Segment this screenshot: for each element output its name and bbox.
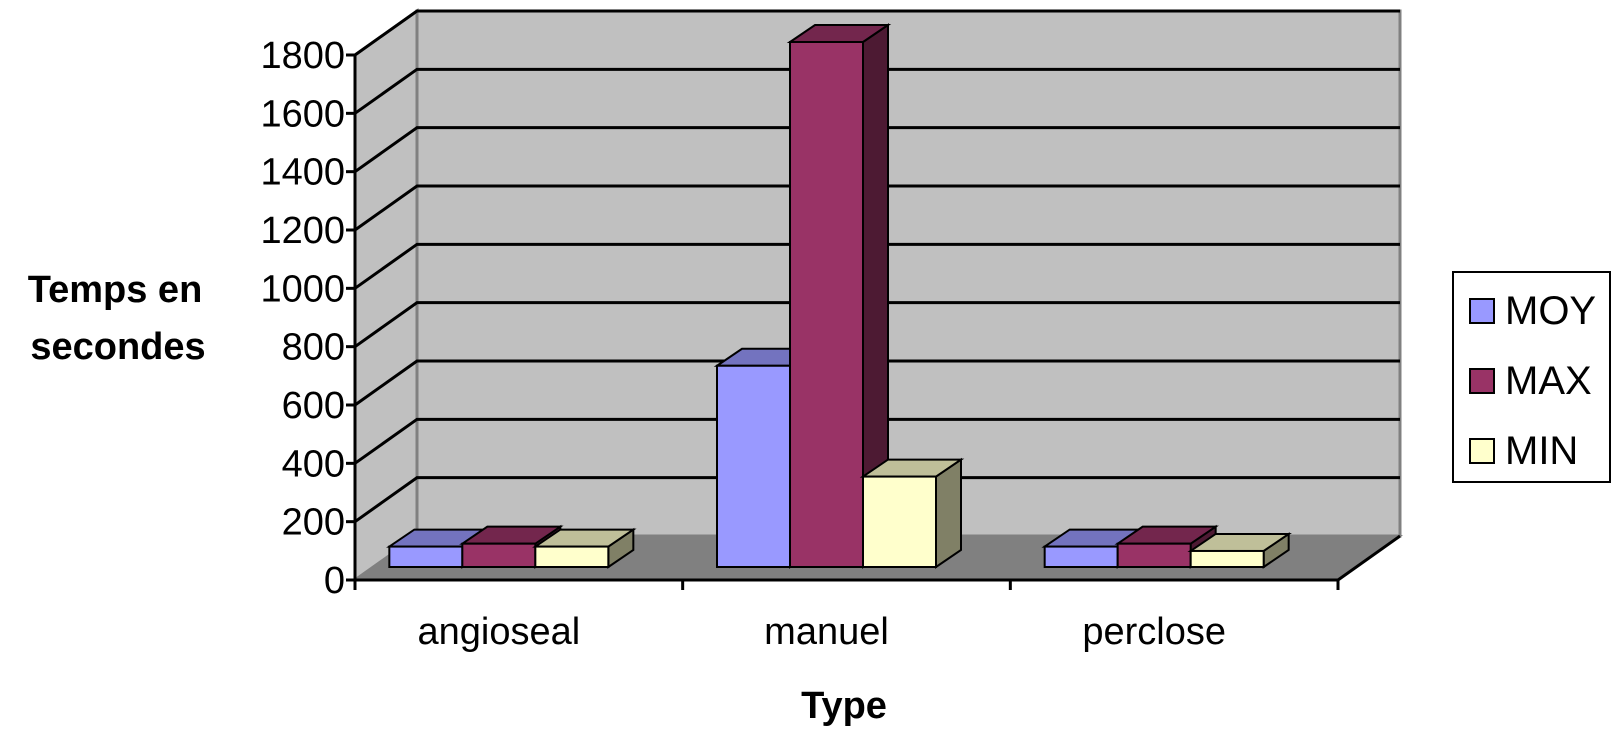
bar-min-perclose <box>1187 532 1292 569</box>
legend: MOY MAX MIN <box>1452 271 1611 483</box>
back-wall <box>415 9 1402 538</box>
legend-label-max: MAX <box>1505 359 1592 403</box>
y-axis-title-line-1: Temps en <box>28 269 203 311</box>
legend-swatch-moy <box>1469 298 1495 324</box>
y-tick-label: 1400 <box>260 152 345 194</box>
y-tick-label: 1800 <box>260 35 345 77</box>
y-axis-title-line-2: secondes <box>30 326 205 368</box>
x-axis-title: Type <box>801 685 887 727</box>
bar-front <box>862 475 937 569</box>
legend-swatch-min <box>1469 438 1495 464</box>
gridline <box>354 417 1400 465</box>
gridline <box>354 301 1400 348</box>
gridline <box>354 184 1400 232</box>
gridlines <box>354 9 1400 523</box>
bar-max-manuel <box>786 23 892 569</box>
bar-front <box>388 545 464 568</box>
axes <box>346 53 1401 590</box>
bar-front <box>716 364 791 568</box>
y-tick-label: 1200 <box>260 210 345 252</box>
bar-max-angioseal <box>459 524 564 569</box>
bar-side <box>935 457 962 569</box>
gridline <box>354 359 1400 407</box>
y-tick-label: 0 <box>324 560 345 602</box>
gridline <box>354 126 1400 173</box>
y-tick-labels: 0 200 400 600 800 1000 1200 1400 1600 1800 <box>260 35 345 602</box>
bar-min-manuel <box>859 457 965 569</box>
y-tick-label: 200 <box>282 502 345 544</box>
side-wall <box>353 8 419 583</box>
bar-front <box>1189 549 1265 568</box>
bar-front <box>534 545 610 568</box>
y-tick-label: 800 <box>282 327 345 369</box>
gridline <box>354 242 1400 290</box>
x-category-label: perclose <box>1082 611 1226 653</box>
legend-label-moy: MOY <box>1505 289 1596 333</box>
bar-front <box>789 41 864 568</box>
legend-label-min: MIN <box>1505 429 1578 473</box>
gridline <box>354 9 1400 57</box>
gridline <box>354 67 1400 115</box>
bar-front <box>1116 542 1192 569</box>
x-category-label: manuel <box>764 611 889 653</box>
y-tick-label: 1600 <box>260 93 345 135</box>
gridline <box>354 476 1400 523</box>
y-tick-label: 1000 <box>260 268 345 310</box>
bars <box>386 23 1292 569</box>
floor-edge <box>1337 534 1401 582</box>
x-category-labels: angioseal manuel perclose <box>417 611 1225 653</box>
bar-min-angioseal <box>532 527 637 569</box>
y-tick-label: 400 <box>282 443 345 485</box>
bar-front <box>461 542 537 569</box>
y-tick-label: 600 <box>282 385 345 427</box>
bar-front <box>1043 545 1119 568</box>
legend-swatch-max <box>1469 368 1495 394</box>
x-category-label: angioseal <box>417 611 580 653</box>
